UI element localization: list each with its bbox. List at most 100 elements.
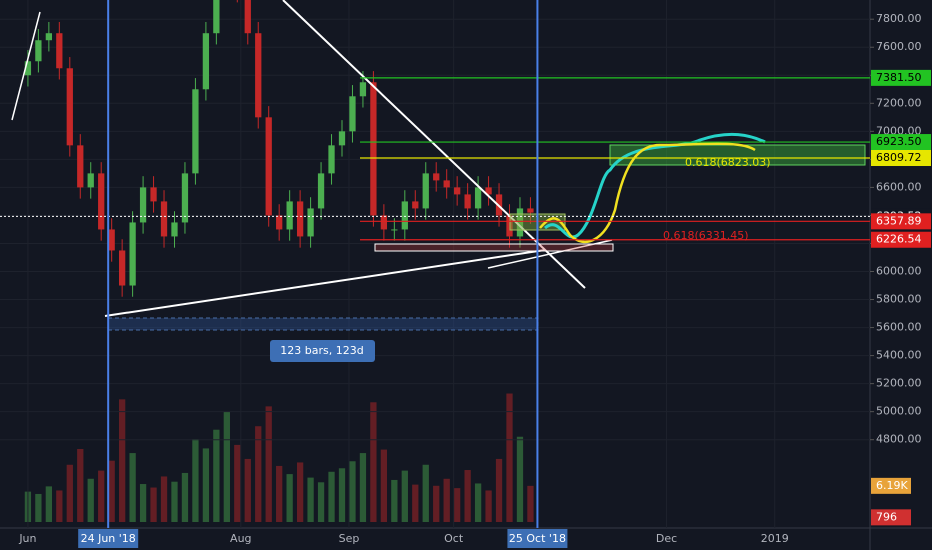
x-tick-label: 2019 [761,532,789,545]
volume-bar [45,486,52,522]
volume-bar [150,487,157,522]
candle-body [286,201,293,230]
y-tick-label: 5600.00 [876,321,922,334]
volume-bar [464,470,471,522]
volume-bar [98,470,105,522]
candle-body [265,117,272,216]
volume-bar [516,436,524,522]
volume-bar [380,449,388,522]
y-tick-label: 5400.00 [876,349,922,362]
candle-body [370,82,377,216]
volume-bar [412,484,419,522]
zone-box [374,243,614,252]
price-label-box [871,231,931,248]
candle-body [464,194,471,209]
price-label: 6809.72 [876,151,922,164]
y-tick-label: 5800.00 [876,293,922,306]
price-label: 7381.50 [876,71,922,84]
fib-label: 0.618(6823.03) [685,156,771,169]
volume-bar [35,493,42,522]
projection-path [539,142,756,244]
candle-body [328,145,335,174]
volume-bar [56,490,63,522]
price-label-box [871,213,931,230]
volume-bar [422,464,429,522]
volume-bar [66,464,73,522]
volume-bar [307,477,314,522]
candle-body [66,68,73,146]
candle-body [150,187,157,202]
date-label-box [507,529,568,548]
candle-body [349,96,356,132]
volume-bar [192,439,199,522]
volume-bar [454,488,461,522]
volume-bar [495,458,503,522]
volume-bar [255,426,262,522]
volume-bar [317,482,325,522]
candle-body [213,0,220,34]
candle-body [255,33,262,118]
candle-body [87,173,94,188]
candle-body [296,201,304,237]
volume-pane [24,393,534,522]
volume-bar [506,393,513,522]
volume-label-box [871,509,911,526]
volume-label-box [871,477,911,494]
price-label-box [871,69,931,86]
volume-bar [276,465,283,522]
price-label: 6357.89 [876,214,922,227]
candle-body [139,187,147,223]
volume-bar [296,462,304,522]
volume-bar [338,468,346,522]
volume-bar [349,461,356,522]
x-tick-label: Sep [339,532,360,545]
volume-bar [77,449,84,522]
fib-label: 0.618(6331.45) [663,229,749,242]
volume-bar [234,444,241,522]
date-label: 24 Jun '18 [81,532,136,545]
candle-body [412,201,419,209]
volume-bar [443,478,450,522]
volume-bar [119,399,126,522]
volume-bar [265,406,272,522]
candle-body [401,201,408,230]
price-label-box [871,134,931,151]
candle-body [45,33,52,41]
trend-line [487,239,613,269]
y-tick-label: 5000.00 [876,405,922,418]
projection-path [544,132,766,239]
volume-bar [129,453,136,522]
candle-body [98,173,105,230]
volume-bar [213,429,220,522]
volume-bar [527,485,534,522]
candle-body [433,173,440,181]
candle-body [108,229,115,251]
volume-bar [370,402,377,522]
candle-body [35,40,42,62]
range-label-box [270,340,375,362]
y-tick-label: 6000.00 [876,264,922,277]
candle-body [129,222,136,286]
candle-body [454,187,461,195]
candle-body [244,0,251,34]
price-label: 6923.50 [876,135,922,148]
candle-body [56,33,63,69]
candle-body [338,131,346,146]
x-tick-label: Oct [444,532,464,545]
candle-body [391,229,398,231]
price-label-box [871,150,931,167]
y-tick-label: 4800.00 [876,433,922,446]
candle-body [119,250,126,286]
volume-bar [244,458,251,522]
candle-body [77,145,84,188]
candle-body [307,208,314,237]
volume-bar [485,490,492,522]
volume-bar [359,453,367,522]
candle-body [422,173,429,209]
volume-bar [160,476,168,522]
volume-bar [286,474,293,522]
y-tick-label: 7800.00 [876,12,922,25]
volume-bar [401,470,408,522]
